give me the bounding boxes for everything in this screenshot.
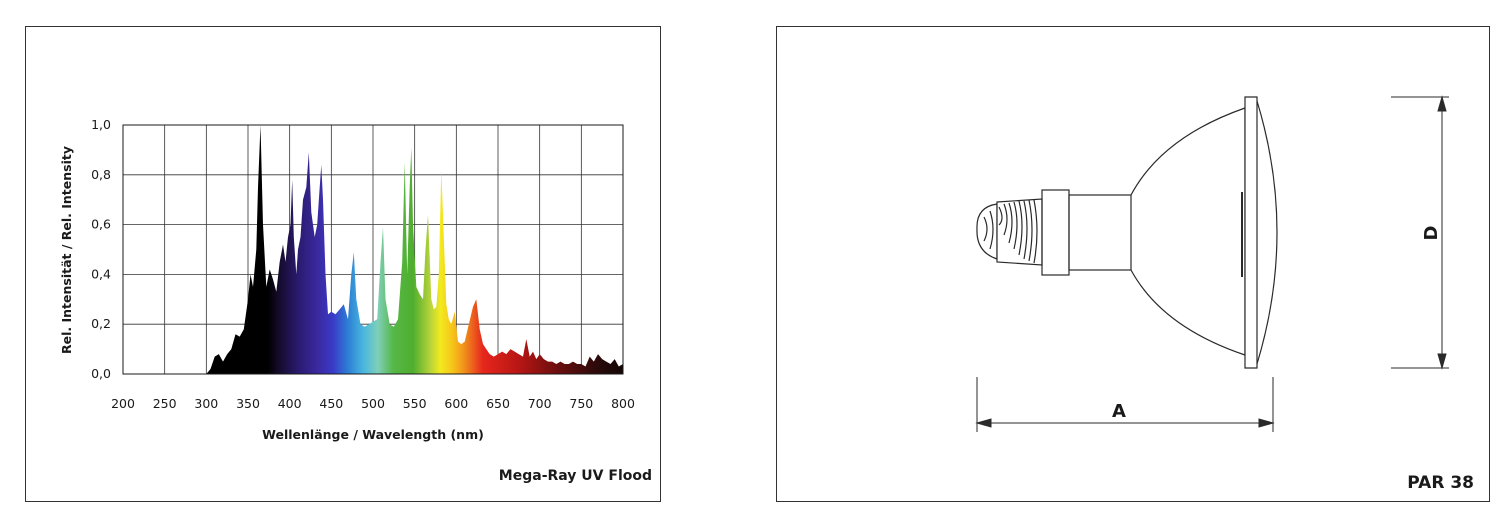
dimension-a-label: A: [1112, 401, 1126, 422]
x-tick-label: 400: [278, 396, 302, 411]
y-tick-label: 1,0: [91, 117, 111, 132]
y-tick-label: 0,0: [91, 366, 111, 381]
spectrum-chart: 200 250 300 350 400 450 500 550 600 650 700 750 800 …: [59, 117, 652, 484]
x-tick-label: 450: [319, 396, 343, 411]
x-tick-labels: 200 250 300 350 400 450 500 550 600 650 700 750 800: [111, 396, 635, 411]
x-tick-label: 300: [194, 396, 218, 411]
y-tick-label: 0,4: [91, 266, 111, 281]
x-tick-label: 200: [111, 396, 135, 411]
x-tick-label: 800: [611, 396, 635, 411]
x-tick-label: 750: [569, 396, 593, 411]
chart-title: Mega-Ray UV Flood: [499, 468, 652, 484]
par38-bulb-drawing: D A PAR 38: [975, 95, 1474, 493]
x-tick-label: 250: [153, 396, 177, 411]
bulb-collar: [1041, 189, 1070, 276]
bulb-dimension-diagram: D A PAR 38: [776, 26, 1490, 502]
bulb-reflector: [1130, 107, 1246, 356]
y-tick-label: 0,8: [91, 167, 111, 182]
diagram-caption: PAR 38: [1407, 473, 1474, 493]
x-tick-label: 500: [361, 396, 385, 411]
plot-frame: [122, 124, 624, 375]
spectrum-chart-panel: 200 250 300 350 400 450 500 550 600 650 700 750 800 …: [25, 26, 661, 502]
dimension-d-label: D: [1421, 226, 1442, 241]
dimension-a-icon: [975, 377, 1275, 432]
screw-base-icon: [976, 198, 1043, 266]
x-tick-label: 650: [486, 396, 510, 411]
y-tick-label: 0,2: [91, 316, 111, 331]
x-tick-label: 350: [236, 396, 260, 411]
x-axis-label: Wellenlänge / Wavelength (nm): [262, 427, 484, 442]
y-tick-label: 0,6: [91, 217, 111, 232]
y-tick-labels: 0,0 0,2 0,4 0,6 0,8 1,0: [91, 117, 111, 381]
y-axis-label: Rel. Intensität / Rel. Intensity: [59, 146, 74, 354]
bulb-lens-rim: [1244, 96, 1258, 369]
dimension-d-icon: [1391, 95, 1449, 370]
x-tick-label: 700: [528, 396, 552, 411]
bulb-lens-face: [1256, 100, 1278, 365]
spectrum-area: [123, 125, 623, 374]
x-tick-label: 600: [444, 396, 468, 411]
bulb-neck: [1068, 194, 1132, 271]
x-tick-label: 550: [403, 396, 427, 411]
